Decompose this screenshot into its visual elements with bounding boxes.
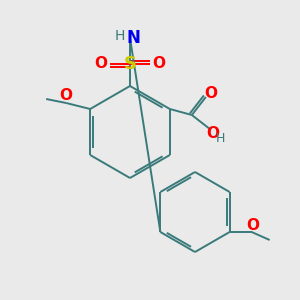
Text: O: O [60,88,73,104]
Text: S: S [124,55,136,73]
Text: O: O [152,56,166,71]
Text: H: H [115,29,125,43]
Text: O: O [246,218,259,232]
Text: N: N [126,29,140,47]
Text: O: O [204,86,217,101]
Text: O: O [94,56,107,71]
Text: H: H [216,133,226,146]
Text: O: O [206,127,219,142]
